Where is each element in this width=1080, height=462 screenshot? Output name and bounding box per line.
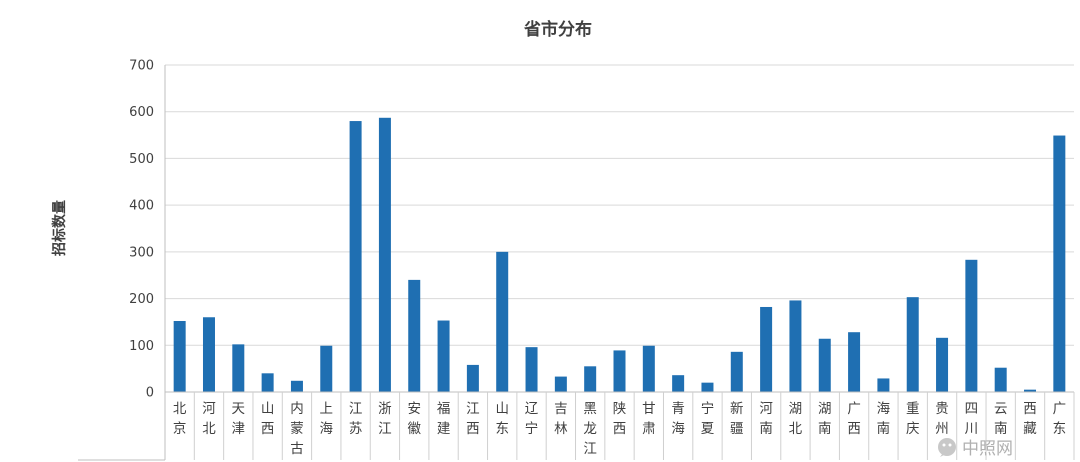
x-tick-label: 甘肃: [642, 401, 656, 437]
bar: [378, 117, 391, 392]
watermark-text: 中照网: [962, 439, 1013, 459]
x-tick-label: 河南: [759, 401, 773, 437]
y-axis-label: 招标数量: [51, 200, 68, 256]
bar: [349, 121, 362, 393]
x-tick-label: 福建: [437, 401, 451, 437]
bar: [672, 375, 685, 392]
bar: [525, 347, 538, 392]
bar: [1024, 389, 1037, 392]
x-tick-label: 广西: [847, 401, 861, 437]
bar: [613, 350, 626, 392]
y-tick-label: 600: [129, 105, 154, 120]
bar: [936, 337, 949, 392]
bar: [173, 320, 186, 392]
x-tick-label: 新疆: [730, 401, 744, 437]
bar: [848, 332, 861, 392]
x-tick-label: 陕西: [613, 401, 627, 437]
y-tick-label: 500: [129, 152, 154, 167]
x-tick-label: 山东: [495, 401, 509, 437]
bar: [730, 351, 743, 392]
x-tick-label: 吉林: [554, 401, 568, 437]
bar: [290, 380, 303, 392]
y-tick-label: 300: [129, 245, 154, 260]
bar: [789, 300, 802, 392]
x-tick-label: 海南: [877, 401, 891, 437]
bar: [584, 366, 597, 392]
bar: [202, 317, 215, 392]
bar: [1053, 135, 1066, 392]
x-tick-label: 河北: [202, 401, 216, 437]
bar: [554, 376, 567, 392]
bars: [173, 117, 1066, 393]
watermark: 中照网: [938, 438, 1013, 459]
x-tick-label: 辽宁: [525, 401, 539, 437]
bar: [818, 338, 831, 392]
x-tick-label: 贵州: [935, 401, 949, 437]
x-tick-label: 安徽: [407, 401, 421, 437]
bar: [965, 259, 978, 392]
x-tick-label: 黑龙江: [583, 401, 597, 457]
y-tick-label: 100: [129, 339, 154, 354]
x-tick-label: 西藏: [1023, 401, 1037, 437]
x-tick-label: 北京: [173, 401, 187, 437]
bar: [642, 345, 655, 392]
bar: [466, 364, 479, 392]
bar: [994, 367, 1007, 392]
x-tick-label: 江西: [466, 401, 480, 437]
bar: [701, 382, 714, 392]
bar: [320, 345, 333, 392]
y-tick-label: 400: [129, 199, 154, 214]
x-tick-label: 山西: [261, 401, 275, 437]
x-tick-label: 云南: [994, 401, 1008, 437]
bar: [261, 373, 274, 392]
bar: [408, 279, 421, 392]
x-tick-label: 广东: [1053, 401, 1067, 437]
x-tick-label: 内蒙古: [290, 401, 304, 457]
x-tick-label: 重庆: [906, 401, 920, 437]
bar: [496, 251, 509, 392]
axes: [78, 65, 1075, 461]
grid-lines: [165, 64, 1074, 346]
y-tick-labels: 0 100 200 300 400 500 600 700: [129, 59, 154, 401]
y-tick-label: 700: [129, 59, 154, 74]
x-tick-label: 江苏: [349, 401, 363, 437]
bar: [906, 297, 919, 392]
x-tick-label: 青海: [671, 401, 685, 437]
bar: [437, 320, 450, 392]
x-tick-label: 浙江: [378, 401, 392, 437]
bar: [877, 378, 890, 392]
chart-title: 省市分布: [523, 19, 592, 40]
x-tick-label: 天津: [232, 401, 246, 437]
y-tick-label: 0: [146, 386, 154, 401]
x-tick-label: 四川: [965, 401, 979, 437]
bar: [760, 306, 773, 392]
x-tick-label: 湖北: [789, 401, 803, 437]
y-tick-label: 200: [129, 292, 154, 307]
x-tick-label: 湖南: [818, 401, 832, 437]
x-tick-label: 宁夏: [701, 400, 715, 437]
bar: [232, 344, 245, 392]
x-tick-label: 上海: [320, 401, 334, 437]
wechat-icon: [938, 438, 956, 457]
